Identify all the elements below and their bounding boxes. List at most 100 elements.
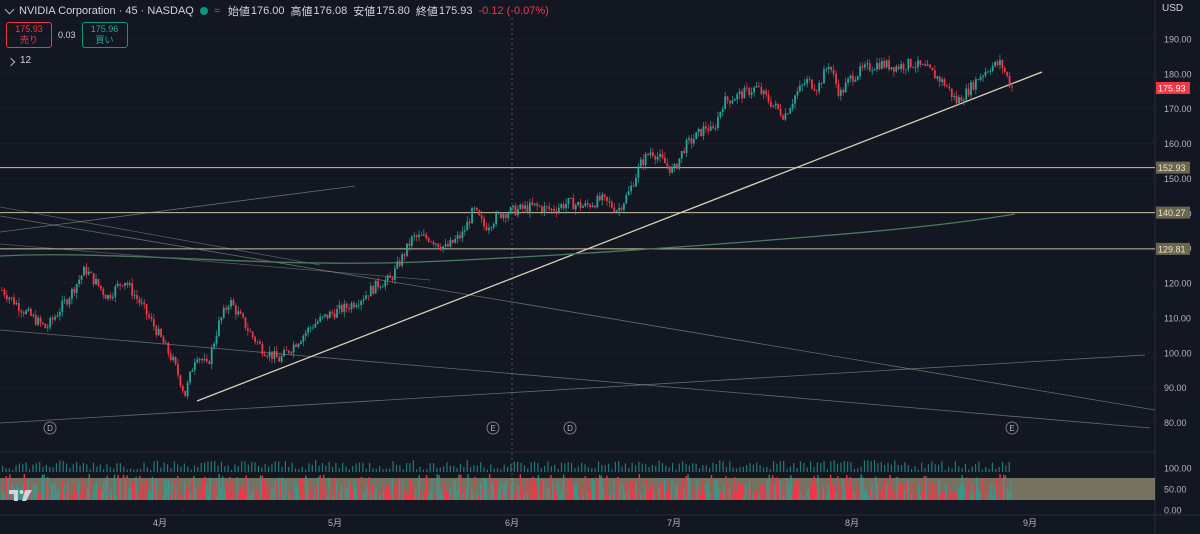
- candle-body: [844, 82, 847, 93]
- candle-body: [268, 351, 271, 357]
- volume-spike: [113, 468, 115, 472]
- volume-bar: [411, 485, 413, 500]
- volume-bar: [869, 487, 871, 500]
- candle-body: [550, 208, 553, 210]
- volume-spike: [261, 467, 263, 472]
- candle-body: [820, 82, 823, 84]
- volume-bar: [229, 476, 231, 500]
- volume-bar: [81, 477, 83, 500]
- volume-spike: [523, 465, 526, 472]
- volume-bar: [948, 492, 951, 500]
- candle-body: [748, 87, 751, 95]
- sell-button[interactable]: 175.93 売り: [6, 22, 52, 48]
- volume-spike: [241, 461, 243, 472]
- volume-spike: [941, 461, 943, 472]
- volume-bar: [106, 475, 109, 500]
- volume-bar: [79, 493, 81, 500]
- volume-bar: [797, 479, 799, 500]
- volume-bar: [232, 482, 235, 500]
- volume-bar: [997, 495, 999, 500]
- volume-spike: [443, 466, 445, 472]
- candle-body: [757, 86, 760, 87]
- volume-bar: [326, 495, 329, 500]
- candle-body: [514, 205, 517, 216]
- volume-bar: [932, 480, 935, 500]
- volume-bar: [359, 493, 361, 500]
- volume-bar: [530, 478, 532, 500]
- volume-bar: [831, 485, 834, 500]
- candle-body: [254, 337, 257, 342]
- volume-spike: [779, 461, 781, 472]
- volume-bar: [699, 494, 702, 500]
- candle-body: [767, 94, 770, 102]
- volume-bar: [337, 491, 339, 500]
- candle-body: [396, 261, 399, 269]
- volume-bar: [63, 484, 65, 500]
- volume-spike: [116, 463, 118, 472]
- buy-button[interactable]: 175.96 買い: [81, 22, 128, 48]
- candle-body: [133, 294, 136, 296]
- candle-body: [965, 88, 968, 101]
- candle-body: [789, 108, 792, 114]
- volume-spike: [503, 464, 505, 472]
- candle-body: [1006, 71, 1009, 76]
- candle-body: [381, 286, 384, 288]
- currency-label[interactable]: USD: [1162, 3, 1184, 14]
- tradingview-logo-icon[interactable]: [8, 487, 34, 503]
- candle-body: [360, 300, 363, 306]
- time-axis: 4月 5月 6月 7月 8月 9月: [0, 514, 1200, 528]
- volume-spike: [352, 466, 354, 472]
- volume-bar: [449, 488, 451, 500]
- volume-spike: [389, 468, 391, 472]
- candle-body: [71, 288, 73, 299]
- volume-spike: [15, 465, 17, 472]
- volume-spike: [675, 469, 677, 472]
- volume-bar: [202, 478, 204, 500]
- symbol-header: NVIDIA Corporation · 45 · NASDAQ ≈ 始値 17…: [4, 2, 549, 20]
- symbol-title[interactable]: NVIDIA Corporation · 45 · NASDAQ: [19, 5, 194, 17]
- volume-bar: [283, 495, 285, 500]
- indicator-toggle[interactable]: 12: [6, 55, 31, 67]
- candle-body: [733, 99, 736, 101]
- event-marker-label: E: [1009, 424, 1014, 433]
- volume-spike: [914, 466, 916, 472]
- volume-bar: [584, 475, 586, 500]
- volume-bar: [38, 492, 40, 500]
- volume-bar: [243, 492, 246, 500]
- volume-bar: [422, 494, 424, 500]
- volume-bar: [380, 484, 383, 500]
- volume-bar: [319, 475, 321, 500]
- volume-bar: [804, 493, 806, 500]
- candle-body: [131, 283, 134, 296]
- volume-bar: [20, 488, 22, 500]
- candle-body: [852, 75, 854, 82]
- candle-body: [719, 111, 722, 117]
- candle-body: [174, 357, 177, 364]
- volume-spike: [729, 461, 731, 472]
- candle-body: [948, 86, 951, 89]
- alert-wave-icon: ≈: [213, 5, 220, 17]
- candle-body: [191, 370, 194, 372]
- volume-bar: [815, 487, 817, 500]
- volume-bar: [39, 493, 42, 500]
- volume-bar: [162, 495, 164, 500]
- volume-spike: [880, 461, 882, 472]
- volume-bar: [943, 493, 945, 500]
- volume-bar: [557, 480, 559, 500]
- candle-body: [169, 353, 172, 361]
- volume-bar: [382, 492, 384, 500]
- volume-spike: [796, 468, 798, 472]
- candle-body: [369, 286, 372, 297]
- volume-bar: [748, 478, 751, 500]
- volume-spike: [604, 465, 606, 472]
- volume-bar: [658, 489, 660, 500]
- volume-spike: [220, 461, 223, 472]
- volume-bar: [364, 493, 366, 500]
- volume-bar: [712, 494, 715, 500]
- volume-bar: [930, 481, 933, 500]
- collapse-chevron-icon[interactable]: [4, 4, 15, 15]
- volume-spike: [974, 463, 977, 472]
- volume-bar: [128, 487, 130, 500]
- candle-body: [777, 103, 780, 109]
